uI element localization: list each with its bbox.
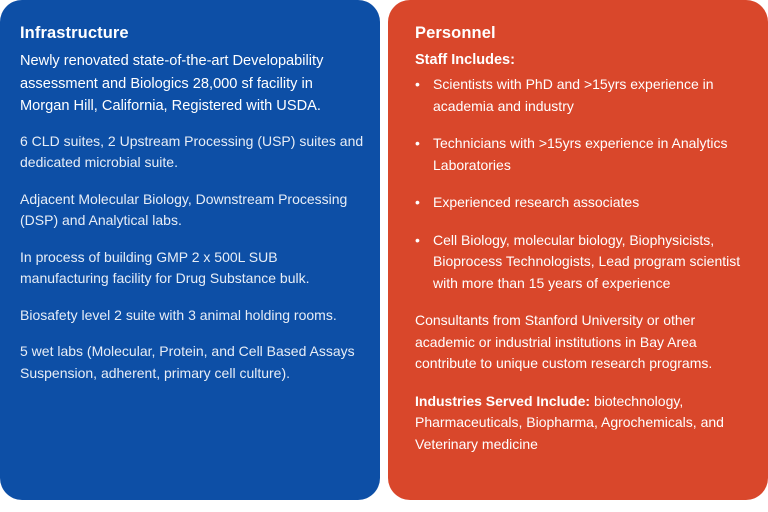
bullet-icon: •: [415, 135, 420, 151]
staff-list: • Scientists with PhD and >15yrs experie…: [415, 74, 754, 294]
infrastructure-paragraph: Adjacent Molecular Biology, Downstream P…: [20, 190, 348, 229]
infrastructure-intro: Newly renovated state-of-the-art Develop…: [20, 53, 324, 114]
bullet-icon: •: [415, 76, 420, 92]
infrastructure-paragraph: In process of building GMP 2 x 500L SUB …: [20, 248, 310, 287]
staff-list-item-text: Technicians with >15yrs experience in An…: [433, 135, 728, 173]
infrastructure-card: Infrastructure Newly renovated state-of-…: [0, 0, 380, 500]
staff-heading: Staff Includes:: [415, 52, 515, 68]
staff-list-item: • Experienced research associates: [415, 192, 754, 214]
infrastructure-paragraph: 6 CLD suites, 2 Upstream Processing (USP…: [20, 132, 364, 171]
staff-list-item: • Technicians with >15yrs experience in …: [415, 133, 754, 176]
industries-paragraph: Industries Served Include: biotechnology…: [415, 391, 754, 456]
personnel-card: Personnel Staff Includes: • Scientists w…: [388, 0, 768, 500]
infrastructure-paragraph: Biosafety level 2 suite with 3 animal ho…: [20, 306, 337, 323]
infrastructure-title: Infrastructure: [20, 24, 129, 42]
staff-list-item: • Scientists with PhD and >15yrs experie…: [415, 74, 754, 117]
industries-label: Industries Served Include:: [415, 392, 591, 409]
infrastructure-paragraph: 5 wet labs (Molecular, Protein, and Cell…: [20, 343, 355, 381]
staff-list-item-text: Scientists with PhD and >15yrs experienc…: [433, 76, 714, 114]
industries-text: biotechnology, Pharmaceuticals, Biopharm…: [415, 392, 724, 452]
consultants-paragraph: Consultants from Stanford University or …: [415, 312, 713, 371]
staff-list-item: • Cell Biology, molecular biology, Bioph…: [415, 230, 754, 295]
personnel-title: Personnel: [415, 24, 496, 42]
staff-list-item-text: Cell Biology, molecular biology, Biophys…: [433, 231, 741, 291]
staff-list-item-text: Experienced research associates: [433, 194, 640, 210]
bullet-icon: •: [415, 231, 420, 248]
bullet-icon: •: [415, 194, 420, 210]
